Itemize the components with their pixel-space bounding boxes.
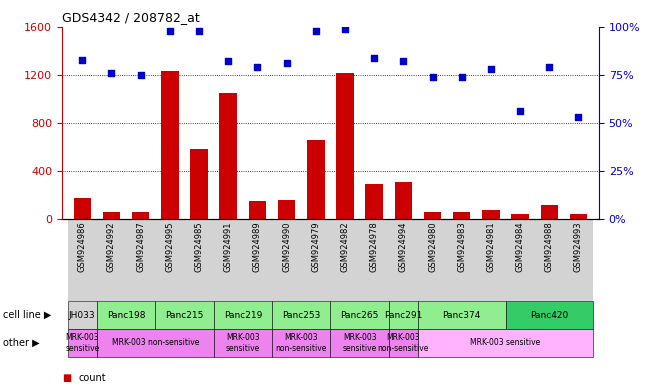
Point <box>369 55 380 61</box>
Bar <box>453 212 471 219</box>
Text: MRK-003
sensitive: MRK-003 sensitive <box>342 333 377 353</box>
Bar <box>540 205 558 219</box>
Bar <box>132 212 150 219</box>
Point <box>223 58 234 65</box>
Point <box>398 58 409 65</box>
Bar <box>365 184 383 219</box>
Bar <box>424 212 441 219</box>
Text: Panc420: Panc420 <box>530 311 568 320</box>
Bar <box>511 214 529 219</box>
Bar <box>219 93 237 219</box>
Text: MRK-003 sensitive: MRK-003 sensitive <box>471 338 540 348</box>
Text: Panc198: Panc198 <box>107 311 145 320</box>
Bar <box>570 214 587 219</box>
Point <box>165 28 175 34</box>
Text: Panc265: Panc265 <box>340 311 379 320</box>
Point <box>544 64 555 70</box>
Bar <box>190 149 208 219</box>
Point <box>281 60 292 66</box>
Text: Panc291: Panc291 <box>384 311 422 320</box>
Point <box>106 70 117 76</box>
Point <box>135 72 146 78</box>
Text: cell line ▶: cell line ▶ <box>3 310 51 320</box>
Text: MRK-003
sensitive: MRK-003 sensitive <box>65 333 100 353</box>
Text: GDS4342 / 208782_at: GDS4342 / 208782_at <box>62 11 200 24</box>
Point <box>311 28 321 34</box>
Text: Panc253: Panc253 <box>282 311 320 320</box>
Bar <box>161 71 178 219</box>
Text: MRK-003
non-sensitive: MRK-003 non-sensitive <box>275 333 327 353</box>
Bar <box>482 210 500 219</box>
Bar <box>336 73 353 219</box>
Text: MRK-003
non-sensitive: MRK-003 non-sensitive <box>378 333 429 353</box>
Bar <box>249 202 266 219</box>
Text: other ▶: other ▶ <box>3 338 40 348</box>
Text: JH033: JH033 <box>69 311 96 320</box>
Bar <box>103 212 120 219</box>
Text: Panc374: Panc374 <box>443 311 481 320</box>
Point <box>515 108 525 114</box>
Point <box>574 114 584 120</box>
Text: Panc219: Panc219 <box>224 311 262 320</box>
Point <box>486 66 496 72</box>
Text: MRK-003
sensitive: MRK-003 sensitive <box>226 333 260 353</box>
Point <box>456 74 467 80</box>
Point <box>252 64 262 70</box>
Point <box>77 56 87 63</box>
Bar <box>307 140 325 219</box>
Bar <box>278 200 296 219</box>
Text: Panc215: Panc215 <box>165 311 204 320</box>
Bar <box>395 182 412 219</box>
Point <box>340 26 350 32</box>
Text: ■: ■ <box>62 373 71 383</box>
Point <box>194 28 204 34</box>
Text: MRK-003 non-sensitive: MRK-003 non-sensitive <box>111 338 199 348</box>
Text: count: count <box>78 373 105 383</box>
Point <box>427 74 437 80</box>
Bar <box>74 198 91 219</box>
